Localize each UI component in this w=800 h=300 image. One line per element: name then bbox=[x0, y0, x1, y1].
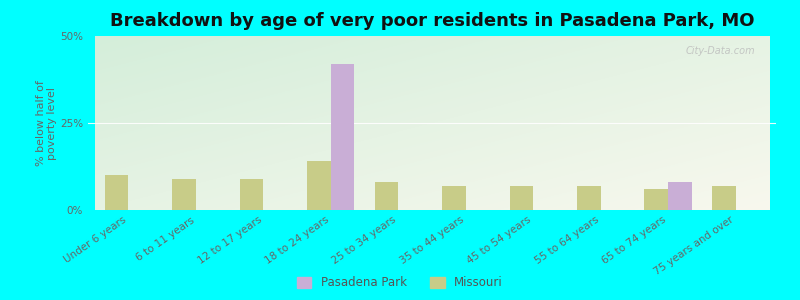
Bar bbox=[442, 186, 466, 210]
Bar bbox=[645, 189, 668, 210]
Bar bbox=[577, 186, 601, 210]
Bar bbox=[240, 179, 263, 210]
Text: City-Data.com: City-Data.com bbox=[686, 46, 755, 56]
Bar bbox=[668, 182, 692, 210]
Bar bbox=[105, 175, 129, 210]
Bar bbox=[307, 161, 331, 210]
Bar bbox=[712, 186, 735, 210]
Legend: Pasadena Park, Missouri: Pasadena Park, Missouri bbox=[293, 272, 507, 294]
Bar bbox=[331, 64, 354, 210]
Bar bbox=[374, 182, 398, 210]
Bar bbox=[510, 186, 533, 210]
Y-axis label: % below half of
poverty level: % below half of poverty level bbox=[36, 80, 58, 166]
Title: Breakdown by age of very poor residents in Pasadena Park, MO: Breakdown by age of very poor residents … bbox=[110, 12, 754, 30]
Bar bbox=[172, 179, 196, 210]
